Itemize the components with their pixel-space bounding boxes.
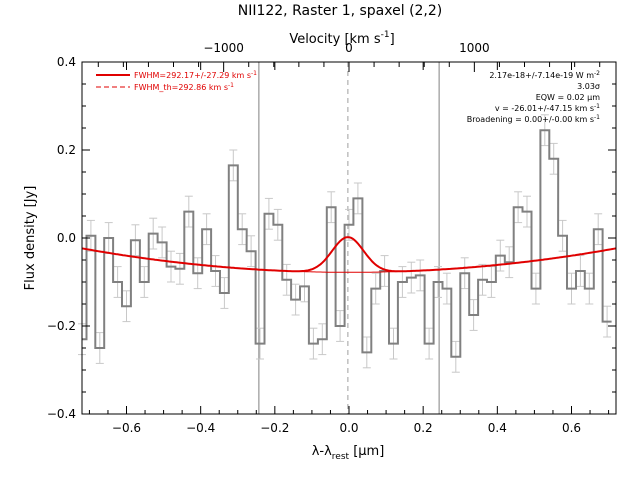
y-tick-label: 0.2 — [57, 143, 76, 157]
y-tick-label: −0.2 — [47, 319, 76, 333]
legend-label-theoretical: FWHM_th=292.86 km s-1 — [134, 82, 234, 92]
legend-label-fit: FWHM=292.17+/-27.29 km s-1 — [134, 70, 257, 80]
fit-annotations: 2.17e-18+/-7.14e-19 W m-2 3.03σ EQW = 0.… — [467, 70, 600, 124]
x2-tick-label: 0 — [345, 41, 353, 55]
model-fit-line — [81, 236, 617, 273]
annotation-eqw: EQW = 0.02 μm — [536, 93, 600, 102]
x2-tick-label: 1000 — [459, 41, 490, 55]
x-tick-label: −0.4 — [186, 421, 215, 435]
legend: FWHM=292.17+/-27.29 km s-1 FWHM_th=292.8… — [96, 70, 257, 92]
x-tick-label: 0.0 — [339, 421, 358, 435]
chart-title: NII122, Raster 1, spaxel (2,2) — [238, 3, 443, 19]
y-axis-label: Flux density [Jy] — [23, 186, 38, 291]
spectrum-line — [82, 129, 612, 358]
x2-tick-label: −1000 — [203, 41, 244, 55]
axis-ticks: −0.6 −0.4 −0.2 0.0 0.2 0.4 0.6 −0.4 −0.2 0.0 0.2 0.… — [47, 41, 616, 435]
x-tick-label: −0.6 — [112, 421, 141, 435]
y-tick-label: 0.0 — [57, 231, 76, 245]
annotation-velocity: v = -26.01+/-47.15 km s-1 — [495, 103, 600, 113]
plot-axes: −0.6 −0.4 −0.2 0.0 0.2 0.4 0.6 −0.4 −0.2 0.0 0.2 0.… — [47, 41, 617, 435]
x-tick-label: −0.2 — [260, 421, 289, 435]
annotation-flux: 2.17e-18+/-7.14e-19 W m-2 — [489, 70, 600, 80]
x-tick-label: 0.4 — [488, 421, 507, 435]
y-tick-label: 0.4 — [57, 55, 76, 69]
x-tick-label: 0.2 — [414, 421, 433, 435]
x2-axis-label: Velocity [km s-1] — [289, 30, 394, 47]
annotation-significance: 3.03σ — [577, 82, 600, 91]
x-tick-label: 0.6 — [562, 421, 581, 435]
annotation-broadening: Broadening = 0.00+/-0.00 km s-1 — [467, 114, 600, 124]
y-tick-label: −0.4 — [47, 407, 76, 421]
x-axis-label: λ-λrest [μm] — [312, 444, 385, 462]
